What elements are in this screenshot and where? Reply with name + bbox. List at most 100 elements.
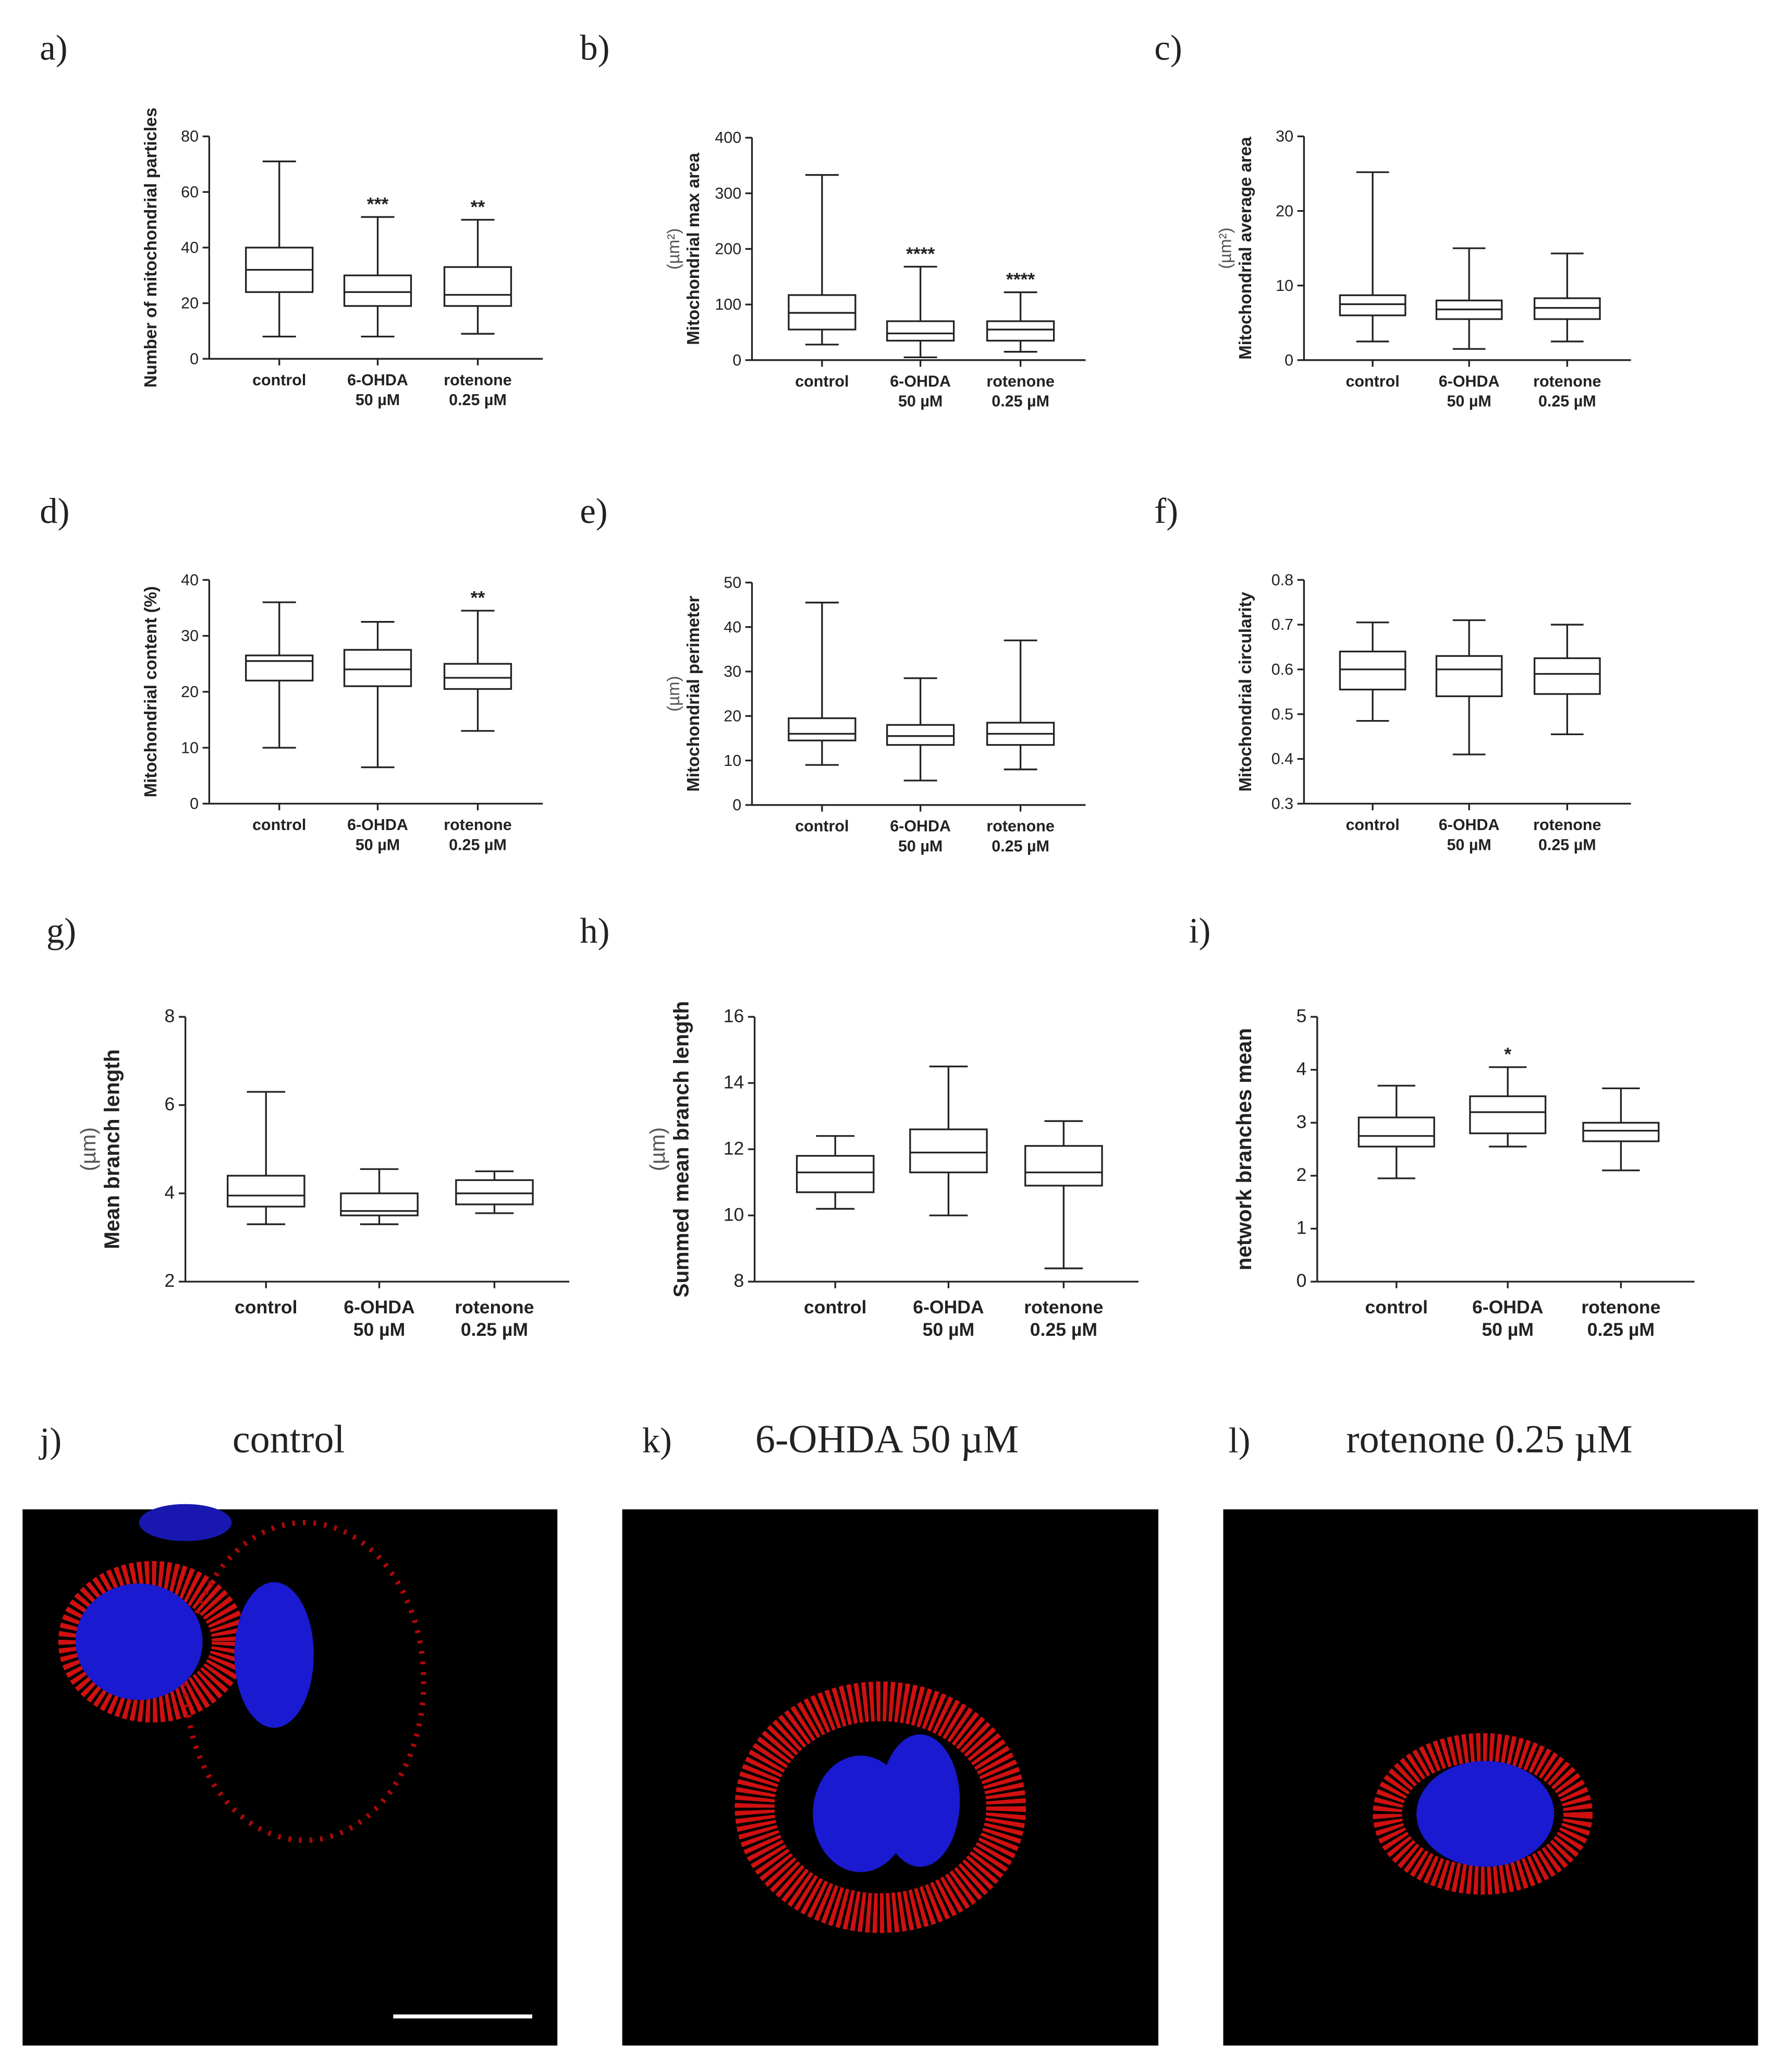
nucleus (1416, 1761, 1555, 1867)
y-tick-label: 30 (1276, 128, 1293, 145)
x-tick-label: 0.25 µM (1587, 1319, 1655, 1340)
box-plot: c) 0 10 20 30 Mitochondrial average area(µm²)… (1154, 28, 1631, 410)
y-tick-label: 0.7 (1271, 616, 1293, 633)
y-tick-label: 10 (724, 1204, 744, 1225)
y-tick-label: 400 (715, 129, 741, 147)
mitochondria (735, 1681, 1026, 1933)
y-tick-label: 10 (724, 752, 741, 770)
y-tick-label: 10 (1276, 277, 1293, 295)
x-tick-label: 50 µM (898, 837, 943, 855)
x-tick-label: rotenone (986, 372, 1054, 390)
box (1339, 294, 1406, 316)
mitochondria (182, 1520, 426, 1843)
image-panel-l: l) rotenone 0.25 µM (1223, 1418, 1758, 2046)
x-tick-label: control (804, 1297, 866, 1318)
x-tick-label: control (235, 1297, 297, 1318)
panel-label: e) (580, 491, 607, 531)
x-tick-label: rotenone (444, 371, 511, 389)
x-tick-label: 50 µM (923, 1319, 975, 1340)
x-tick-label: 0.25 µM (449, 391, 507, 409)
x-tick-label: control (795, 372, 849, 390)
box (245, 654, 314, 682)
box-plot: g) 2 4 6 8 Mean branch length(µm) control 6-OHD… (46, 911, 570, 1340)
x-tick-label: control (252, 371, 306, 389)
significance: **** (1006, 269, 1035, 290)
x-tick-label: 6-OHDA (344, 1297, 414, 1318)
mitochondria (1373, 1733, 1593, 1895)
box (1582, 1122, 1660, 1142)
y-axis-label: (µm) (645, 1127, 669, 1171)
y-tick-label: 80 (181, 128, 199, 145)
y-tick-label: 4 (1296, 1058, 1307, 1079)
box (986, 320, 1055, 342)
y-tick-label: 40 (724, 618, 741, 636)
y-axis-label: (µm²) (1216, 227, 1235, 269)
y-axis-label: Mitochondrial content (%) (141, 586, 160, 797)
box (1435, 655, 1503, 698)
panel-label: i) (1189, 911, 1210, 950)
y-tick-label: 30 (181, 627, 199, 645)
panel-label: k) (642, 1421, 672, 1460)
box (1533, 657, 1601, 695)
x-tick-label: 0.25 µM (992, 393, 1049, 410)
box (1339, 650, 1406, 691)
y-tick-label: 0.5 (1271, 705, 1293, 723)
x-tick-label: 50 µM (1447, 836, 1491, 854)
y-tick-label: 3 (1296, 1112, 1307, 1132)
significance: ** (471, 588, 485, 608)
x-tick-label: 6-OHDA (890, 818, 951, 835)
image-title: control (233, 1418, 345, 1461)
y-tick-label: 0.6 (1271, 661, 1293, 678)
y-tick-label: 20 (181, 295, 199, 312)
y-axis-label: (µm) (664, 676, 683, 711)
y-tick-label: 0 (190, 795, 199, 813)
x-tick-label: rotenone (986, 818, 1054, 835)
x-tick-label: rotenone (1581, 1297, 1660, 1318)
x-tick-label: 0.25 µM (449, 836, 507, 854)
x-tick-label: control (795, 818, 849, 835)
y-axis-label: Mitochondrial perimeter (683, 596, 703, 792)
box (886, 320, 955, 342)
y-tick-label: 200 (715, 240, 741, 258)
box (343, 649, 412, 687)
y-axis-label: Mitochondrial circularity (1235, 592, 1255, 792)
significance: * (1504, 1044, 1511, 1065)
y-tick-label: 6 (165, 1094, 175, 1115)
box-plot: d) 0 10 20 30 40 Mitochondrial content (%) cont… (40, 491, 543, 854)
box-plot: f) 0.3 0.4 0.5 0.6 0.7 0.8 Mitochondrial circul… (1154, 491, 1631, 854)
x-tick-label: control (252, 816, 306, 834)
y-tick-label: 2 (165, 1270, 175, 1291)
y-tick-label: 14 (724, 1071, 744, 1092)
box (443, 663, 512, 690)
x-tick-label: 0.25 µM (1538, 836, 1596, 854)
panel-label: g) (46, 911, 76, 950)
box (443, 266, 512, 307)
y-tick-label: 0 (190, 350, 199, 368)
x-tick-label: rotenone (444, 816, 511, 834)
x-tick-label: 6-OHDA (913, 1297, 984, 1318)
box (796, 1155, 875, 1193)
y-tick-label: 12 (724, 1138, 744, 1159)
y-tick-label: 0 (732, 796, 741, 814)
x-tick-label: 0.25 µM (461, 1319, 528, 1340)
image-title: rotenone 0.25 µM (1346, 1418, 1633, 1461)
nucleus (880, 1734, 960, 1867)
box-plot: i) 0 1 2 3 4 5 network branches mean control 6-OH… (1189, 911, 1695, 1340)
y-tick-label: 40 (181, 239, 199, 257)
y-tick-label: 0.4 (1271, 750, 1293, 768)
x-tick-label: 50 µM (898, 393, 943, 410)
x-tick-label: rotenone (1024, 1297, 1103, 1318)
box-plot: h) 8 10 12 14 16 Summed mean branch length(µm)… (580, 911, 1139, 1340)
y-tick-label: 16 (724, 1005, 744, 1026)
box (343, 274, 412, 307)
y-tick-label: 0.8 (1271, 571, 1293, 589)
panel-label: d) (40, 491, 69, 531)
x-tick-label: 6-OHDA (890, 372, 951, 390)
x-tick-label: control (1345, 816, 1399, 834)
y-axis-label: network branches mean (1232, 1028, 1256, 1271)
y-tick-label: 50 (724, 574, 741, 591)
x-tick-label: 6-OHDA (347, 371, 408, 389)
y-tick-label: 4 (165, 1182, 175, 1203)
image-title: 6-OHDA 50 µM (755, 1418, 1019, 1461)
